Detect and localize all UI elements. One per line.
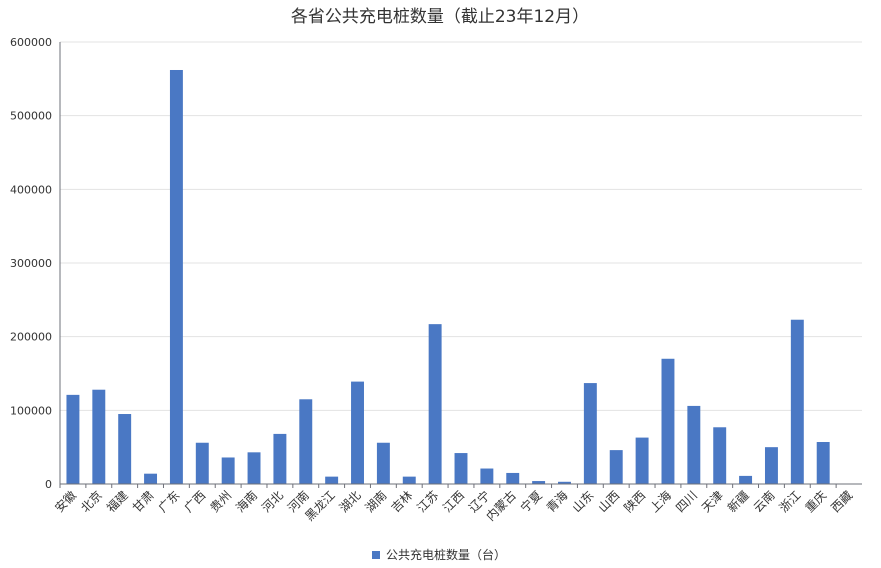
x-tick-label: 云南	[750, 488, 778, 516]
x-tick-label: 吉林	[388, 488, 415, 515]
x-tick-label: 福建	[103, 488, 131, 516]
bar[interactable]	[687, 405, 701, 484]
bar[interactable]	[195, 442, 209, 484]
x-tick-label: 陕西	[621, 488, 649, 516]
x-tick-label: 新疆	[724, 488, 752, 516]
bar[interactable]	[739, 475, 753, 484]
x-tick-label: 江西	[440, 488, 467, 515]
bars	[66, 69, 856, 485]
x-tick-label: 内蒙古	[483, 488, 519, 524]
y-axis-tick-labels: 0 100000 200000 300000 400000 500000 600000	[10, 36, 52, 491]
bar[interactable]	[118, 414, 132, 484]
x-tick-label: 四川	[673, 488, 700, 515]
bar[interactable]	[351, 381, 364, 484]
bar[interactable]	[247, 452, 261, 484]
x-tick-label: 湖北	[336, 488, 364, 516]
bar[interactable]	[764, 447, 778, 484]
x-tick-label: 重庆	[802, 488, 829, 515]
bar[interactable]	[454, 453, 468, 484]
bar[interactable]	[816, 442, 830, 484]
x-tick-label: 西藏	[828, 488, 855, 515]
x-tick-label: 山西	[595, 488, 622, 515]
x-tick-label: 江苏	[414, 488, 441, 515]
x-tick-label: 河北	[259, 488, 286, 515]
x-tick-label: 广东	[156, 488, 183, 515]
y-tick-label: 200000	[10, 331, 52, 344]
bar[interactable]	[221, 457, 235, 484]
x-tick-label: 安徽	[51, 488, 79, 516]
bar[interactable]	[325, 476, 339, 484]
gridlines	[60, 41, 862, 411]
bar[interactable]	[609, 450, 623, 484]
bar[interactable]	[299, 399, 313, 484]
x-tick-label: 上海	[647, 488, 675, 516]
x-tick-label: 甘肃	[130, 488, 157, 515]
bar[interactable]	[790, 319, 804, 484]
bar[interactable]	[583, 383, 597, 484]
bar[interactable]	[92, 389, 106, 484]
legend-swatch[interactable]	[372, 551, 380, 559]
bar[interactable]	[273, 433, 287, 484]
x-tick-label: 浙江	[777, 488, 804, 515]
bar[interactable]	[635, 437, 649, 484]
bar[interactable]	[661, 358, 675, 484]
x-tick-label: 海南	[233, 488, 261, 516]
bar[interactable]	[402, 476, 416, 484]
x-tick-label: 广西	[182, 488, 209, 515]
y-tick-label: 600000	[10, 36, 52, 49]
y-tick-label: 0	[45, 478, 52, 491]
y-tick-label: 300000	[10, 257, 52, 270]
bar[interactable]	[480, 468, 494, 484]
x-tick-label: 北京	[78, 488, 105, 515]
x-tick-label: 贵州	[207, 488, 234, 515]
bar[interactable]	[169, 69, 183, 484]
x-tick-label: 宁夏	[517, 488, 545, 516]
legend-label[interactable]: 公共充电桩数量（台）	[386, 547, 506, 562]
bar[interactable]	[532, 481, 546, 484]
y-tick-label: 100000	[10, 404, 52, 417]
chart-title: 各省公共充电桩数量（截止23年12月）	[291, 7, 589, 27]
bar[interactable]	[66, 394, 80, 484]
x-axis	[59, 42, 862, 488]
bar[interactable]	[428, 324, 442, 484]
x-tick-label: 青海	[543, 488, 571, 516]
bar[interactable]	[376, 442, 390, 484]
x-tick-label: 山东	[570, 488, 597, 515]
bar[interactable]	[558, 481, 571, 484]
x-tick-label: 黑龙江	[302, 488, 337, 523]
bar[interactable]	[144, 473, 158, 484]
x-tick-label: 湖南	[362, 488, 390, 516]
bar[interactable]	[506, 472, 520, 484]
x-axis-tick-labels: 安徽北京福建甘肃广东广西贵州海南河北河南黑龙江湖北湖南吉林江苏江西辽宁内蒙古宁夏…	[51, 488, 855, 524]
legend[interactable]: 公共充电桩数量（台）	[372, 547, 506, 562]
y-tick-label: 500000	[10, 110, 52, 123]
bar[interactable]	[713, 427, 727, 484]
y-tick-label: 400000	[10, 183, 52, 196]
x-tick-label: 天津	[699, 488, 726, 515]
